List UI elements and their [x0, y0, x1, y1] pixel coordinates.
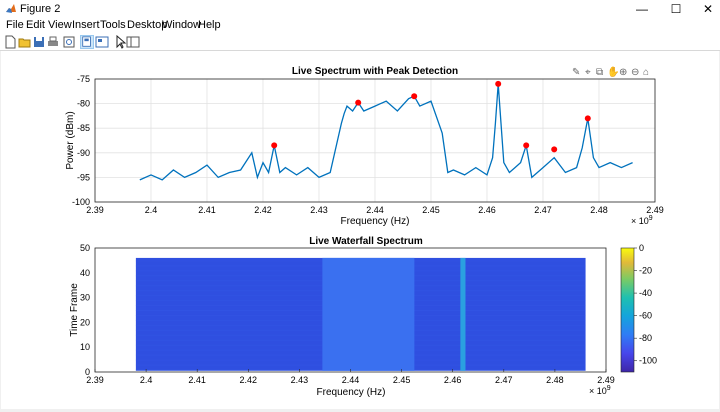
spectrum-y-tick-label: -75: [77, 74, 90, 84]
home-icon[interactable]: ⌂: [643, 67, 649, 78]
spectrum-xlabel: Frequency (Hz): [341, 216, 410, 227]
export-icon[interactable]: ⧉: [596, 67, 603, 78]
waterfall-y-tick-label: 50: [80, 243, 90, 253]
spectrum-x-tick-label: 2.49: [646, 205, 664, 215]
zoom-in-icon[interactable]: ⊕: [619, 67, 627, 78]
spectrum-y-tick-label: -95: [77, 172, 90, 182]
data-tips-icon[interactable]: ⌖: [585, 67, 591, 78]
spectrum-x-tick-label: 2.46: [478, 205, 496, 215]
print-icon[interactable]: [46, 35, 60, 49]
figure-toolbar: [0, 34, 720, 51]
dock-plot-tools-icon[interactable]: [80, 35, 94, 49]
colorbar-tick-label: -60: [639, 311, 652, 321]
menu-view[interactable]: View: [48, 19, 72, 31]
pointer-icon[interactable]: [113, 35, 127, 49]
spectrum-x-tick-label: 2.43: [310, 205, 328, 215]
spectrum-x-tick-label: 2.4: [145, 205, 158, 215]
waterfall-x-tick-label: 2.39: [86, 375, 104, 385]
waterfall-ylabel: Time Frame: [69, 283, 80, 337]
waterfall-y-tick-label: 40: [80, 268, 90, 278]
waterfall-y-tick-label: 30: [80, 293, 90, 303]
matlab-app-icon: [6, 4, 16, 13]
title-bar: Figure 2 — ☐ ✕: [0, 0, 720, 18]
menu-insert[interactable]: Insert: [72, 19, 100, 31]
menu-tools[interactable]: Tools: [100, 19, 126, 31]
menu-bar: File Edit View Insert Tools Desktop Wind…: [0, 18, 720, 34]
peak-marker: [411, 93, 418, 100]
colorbar-tick-label: -20: [639, 266, 652, 276]
colorbar-tick-label: -80: [639, 333, 652, 343]
axes-toolbar: ✎ ⌖ ⧉ ✋ ⊕ ⊖ ⌂: [572, 65, 649, 78]
pan-hand-icon[interactable]: ✋: [607, 65, 619, 78]
colorbar-tick-label: 0: [639, 243, 644, 253]
maximize-button[interactable]: ☐: [670, 2, 682, 16]
plot-browser-icon[interactable]: [126, 35, 140, 49]
menu-window[interactable]: Window: [162, 19, 202, 31]
spectrum-x-tick-label: 2.42: [254, 205, 272, 215]
open-file-icon[interactable]: [18, 35, 32, 49]
peak-marker: [355, 99, 362, 106]
peak-marker: [271, 142, 278, 149]
peak-marker: [523, 142, 530, 149]
menu-desktop[interactable]: Desktop: [127, 19, 168, 31]
spectrum-y-tick-label: -90: [77, 148, 90, 158]
peak-marker: [584, 115, 591, 122]
spectrum-x-tick-label: 2.45: [422, 205, 440, 215]
colorbar-tick-label: -40: [639, 288, 652, 298]
save-icon[interactable]: [32, 35, 46, 49]
spectrum-x-exponent: × 109: [631, 215, 653, 226]
waterfall-x-tick-label: 2.46: [444, 375, 462, 385]
figure-plots: ✎ ⌖ ⧉ ✋ ⊕ ⊖ ⌂ Live Spectrum with Peak De…: [65, 65, 664, 398]
spectrum-x-tick-label: 2.39: [86, 205, 104, 215]
waterfall-x-tick-label: 2.41: [188, 375, 206, 385]
spectrum-axes-box: [94, 78, 656, 203]
waterfall-x-tick-label: 2.47: [495, 375, 513, 385]
spectrum-x-tick-label: 2.44: [366, 205, 384, 215]
figure-canvas: ✎ ⌖ ⧉ ✋ ⊕ ⊖ ⌂ Live Spectrum with Peak De…: [1, 51, 719, 409]
spectrum-y-tick-label: -100: [72, 197, 90, 207]
waterfall-y-tick-label: 0: [85, 367, 90, 377]
menu-help[interactable]: Help: [198, 19, 221, 31]
colorbar-tick-label: -100: [639, 356, 657, 366]
spectrum-y-tick-label: -80: [77, 99, 90, 109]
print-preview-icon[interactable]: [62, 35, 76, 49]
spectrum-x-tick-label: 2.48: [590, 205, 608, 215]
zoom-out-icon[interactable]: ⊖: [631, 67, 639, 78]
property-editor-icon[interactable]: [95, 35, 109, 49]
waterfall-x-tick-label: 2.44: [342, 375, 360, 385]
waterfall-x-exponent: × 109: [589, 385, 611, 396]
waterfall-x-tick-label: 2.49: [597, 375, 615, 385]
window-title: Figure 2: [20, 3, 61, 15]
menu-file[interactable]: File: [6, 19, 24, 31]
waterfall-x-tick-label: 2.43: [291, 375, 309, 385]
spectrum-series-line: [139, 83, 633, 181]
close-button[interactable]: ✕: [702, 2, 714, 16]
spectrum-y-tick-label: -85: [77, 123, 90, 133]
waterfall-x-tick-label: 2.42: [240, 375, 258, 385]
waterfall-y-tick-label: 20: [80, 317, 90, 327]
waterfall-signal-band: [322, 257, 415, 371]
waterfall-image: [135, 257, 586, 371]
spectrum-x-tick-label: 2.47: [534, 205, 552, 215]
spectrum-x-tick-label: 2.41: [198, 205, 216, 215]
peak-marker: [495, 80, 502, 87]
waterfall-xlabel: Frequency (Hz): [317, 387, 386, 398]
waterfall-y-tick-label: 10: [80, 342, 90, 352]
brush-icon[interactable]: ✎: [572, 67, 580, 78]
waterfall-chart-title: Live Waterfall Spectrum: [309, 236, 423, 247]
spectrum-ylabel: Power (dBm): [65, 111, 76, 169]
new-figure-icon[interactable]: [3, 35, 17, 49]
peak-marker: [551, 146, 558, 153]
spectrum-chart-title: Live Spectrum with Peak Detection: [292, 66, 458, 77]
minimize-button[interactable]: —: [636, 2, 648, 16]
menu-edit[interactable]: Edit: [26, 19, 45, 31]
colorbar: [620, 247, 635, 373]
waterfall-x-tick-label: 2.48: [546, 375, 564, 385]
waterfall-signal-band: [460, 257, 466, 371]
waterfall-x-tick-label: 2.45: [393, 375, 411, 385]
waterfall-x-tick-label: 2.4: [140, 375, 153, 385]
